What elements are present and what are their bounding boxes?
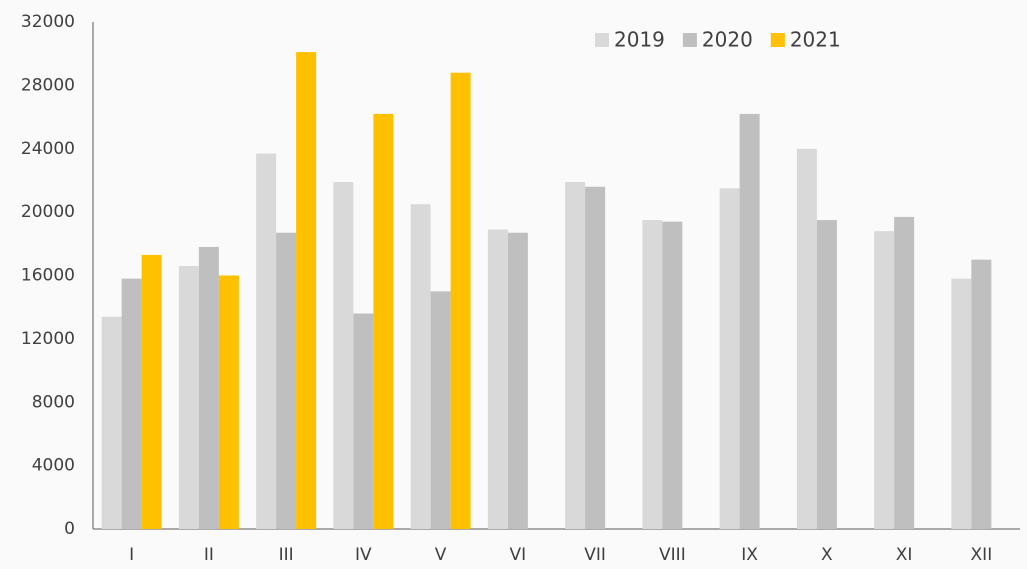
bar [411,204,431,529]
x-tick-label: V [435,545,447,565]
x-tick-label: IV [355,545,372,565]
y-tick-label: 0 [64,519,75,539]
legend-label: 2020 [702,28,753,52]
bar [179,266,199,529]
x-tick-label: I [129,545,134,565]
bar [451,73,471,529]
bar [256,154,276,529]
x-tick-label: VI [510,545,527,565]
x-tick-label: X [821,545,833,565]
x-tick-label: III [279,545,294,565]
legend-swatch [683,33,697,47]
bar [797,149,817,529]
x-tick-label: VII [584,545,606,565]
y-tick-label: 8000 [32,392,75,412]
x-tick-label: IX [741,545,758,565]
legend-swatch [595,33,609,47]
y-tick-label: 32000 [21,12,75,32]
y-tick-label: 24000 [21,139,75,159]
bar [333,182,353,529]
y-tick-label: 28000 [21,75,75,95]
bar [431,291,451,529]
bar [817,220,837,529]
bar [276,233,296,529]
bar [585,187,605,529]
bar [199,247,219,529]
y-tick-label: 16000 [21,266,75,286]
bar [740,114,760,529]
bar [296,52,316,529]
bar [894,217,914,529]
bar [122,279,142,529]
y-tick-label: 4000 [32,456,75,476]
bar [142,255,162,529]
legend-label: 2019 [614,28,665,52]
y-tick-label: 12000 [21,329,75,349]
bar [565,182,585,529]
bar [662,222,682,529]
legend-label: 2021 [790,28,841,52]
bar [951,279,971,529]
bar [102,317,122,529]
x-tick-label: VIII [659,545,686,565]
bar [353,314,373,529]
y-tick-label: 20000 [21,202,75,222]
bar [508,233,528,529]
x-tick-label: XI [896,545,913,565]
bar [488,230,508,529]
chart: 0 4000 8000 12000 16000 20000 24000 28000 32000 I… [0,0,1027,569]
x-tick-label: XII [971,545,993,565]
bar [642,220,662,529]
bar [874,231,894,529]
bar [971,260,991,529]
x-tick-label: II [204,545,214,565]
bar [373,114,393,529]
bar [720,188,740,529]
legend-swatch [771,33,785,47]
bar [219,276,239,530]
